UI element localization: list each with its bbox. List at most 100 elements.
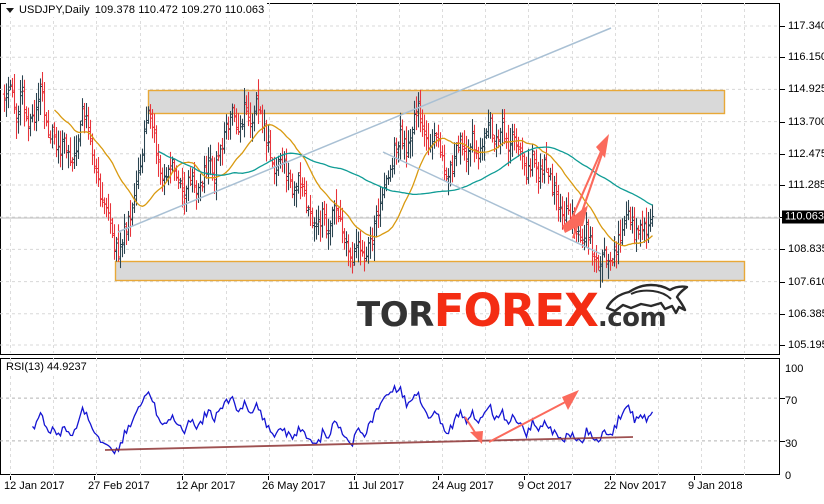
ohlc-bar [188, 167, 193, 187]
ohlc-bar [2, 84, 7, 112]
ohlc-bar [182, 171, 187, 215]
ohlc-bar [524, 156, 529, 185]
ohlc-bar [602, 237, 607, 258]
moving-average-slow [158, 146, 653, 206]
ohlc-bar [110, 217, 115, 239]
ohlc-bar [458, 132, 463, 165]
ohlc-bar [26, 107, 31, 142]
ohlc-bar-series [2, 72, 655, 288]
ohlc-bar [40, 72, 45, 102]
descending-trendline [382, 151, 602, 255]
ohlc-bar [594, 245, 599, 273]
ohlc-bar [484, 128, 489, 140]
date-axis-tick [524, 476, 525, 480]
ohlc-bar [474, 140, 479, 159]
ohlc-bar [120, 239, 125, 258]
ohlc-bar [472, 124, 477, 163]
ohlc-bar [648, 208, 653, 232]
ohlc-bar [526, 148, 531, 184]
ohlc-bar [412, 100, 417, 135]
ohlc-bar [316, 205, 321, 236]
ohlc-bar [10, 77, 15, 98]
chevron-down-icon[interactable] [6, 7, 14, 13]
date-axis-label: 22 Nov 2017 [604, 480, 667, 492]
ohlc-bar [312, 217, 317, 242]
ohlc-bar [542, 154, 547, 184]
price-axis-tick [780, 26, 785, 27]
ohlc-bar [626, 199, 631, 221]
date-axis-label: 12 Jan 2017 [4, 480, 65, 492]
ohlc-bar [556, 184, 561, 222]
ohlc-bar [212, 157, 217, 194]
ohlc-bar [364, 246, 369, 262]
ohlc-bar [154, 125, 159, 165]
symbol-label: USDJPY,Daily [19, 4, 90, 16]
ohlc-bar [376, 198, 381, 229]
ohlc-bar [112, 224, 117, 260]
ohlc-bar [416, 92, 421, 128]
ohlc-bar [442, 144, 447, 181]
date-axis-label: 12 Apr 2017 [176, 480, 236, 492]
ohlc-bar [382, 172, 387, 199]
ohlc-bar [178, 177, 183, 189]
ohlc-bar [354, 228, 359, 259]
ohlc-bar [448, 160, 453, 187]
price-axis-label: 105.195 [788, 339, 824, 351]
ohlc-bar [528, 158, 533, 178]
ohlc-bar [500, 109, 505, 147]
ohlc-bar [518, 142, 523, 161]
price-axis-label: 116.150 [788, 51, 824, 64]
ohlc-bar [96, 156, 101, 187]
ohlc-bar [136, 157, 141, 190]
ohlc-bar [36, 82, 41, 121]
ohlc-bar [8, 79, 13, 91]
ohlc-bar [226, 116, 231, 140]
rsi-indicator-label[interactable]: RSI(13) 44.9237 [6, 361, 90, 373]
ohlc-bar [198, 173, 203, 202]
date-axis-label: 26 May 2017 [262, 480, 326, 492]
ohlc-bar [372, 215, 377, 262]
ohlc-bar [466, 139, 471, 175]
ohlc-bar [386, 170, 391, 186]
ohlc-bar [170, 156, 175, 173]
ohlc-bar [550, 163, 555, 197]
ohlc-bar [6, 76, 11, 109]
ohlc-bar [202, 155, 207, 194]
ohlc-bar [80, 98, 85, 127]
ohlc-bar [216, 142, 221, 162]
ohlc-bar [506, 124, 511, 167]
price-axis-tick [780, 281, 785, 283]
ohlc-bar [444, 167, 449, 182]
ohlc-bar [532, 150, 537, 168]
ohlc-bar [76, 134, 81, 159]
price-axis-tick [780, 57, 785, 59]
ohlc-bar [314, 209, 319, 240]
ohlc-bar [132, 183, 137, 213]
ohlc-bar [646, 211, 651, 244]
ohlc-bar [454, 142, 459, 167]
date-axis-label: 27 Feb 2017 [88, 480, 150, 492]
ohlc-bar [156, 143, 161, 177]
ohlc-bar [248, 102, 253, 138]
ohlc-bar [588, 226, 593, 244]
ohlc-bar [512, 123, 517, 151]
ohlc-bar [192, 162, 197, 193]
ohlc-bar [644, 207, 649, 249]
ohlc-bar [232, 104, 237, 123]
price-axis-label: 108.835 [788, 243, 824, 256]
symbol-header[interactable]: USDJPY,Daily 109.378 110.472 109.270 110… [6, 3, 268, 17]
ohlc-bar [350, 241, 355, 274]
ohlc-bar [228, 110, 233, 140]
price-axis-label: 114.925 [788, 83, 824, 96]
ohlc-bar [162, 164, 167, 196]
ohlc-bar [424, 120, 429, 151]
ohlc-bar [308, 194, 313, 226]
ohlc-bar [592, 251, 597, 273]
ohlc-bar [264, 119, 269, 162]
ohlc-bar [218, 144, 223, 166]
ohlc-bar [22, 79, 27, 127]
rsi-down-arrow [464, 416, 483, 444]
ohlc-bar [242, 87, 247, 138]
